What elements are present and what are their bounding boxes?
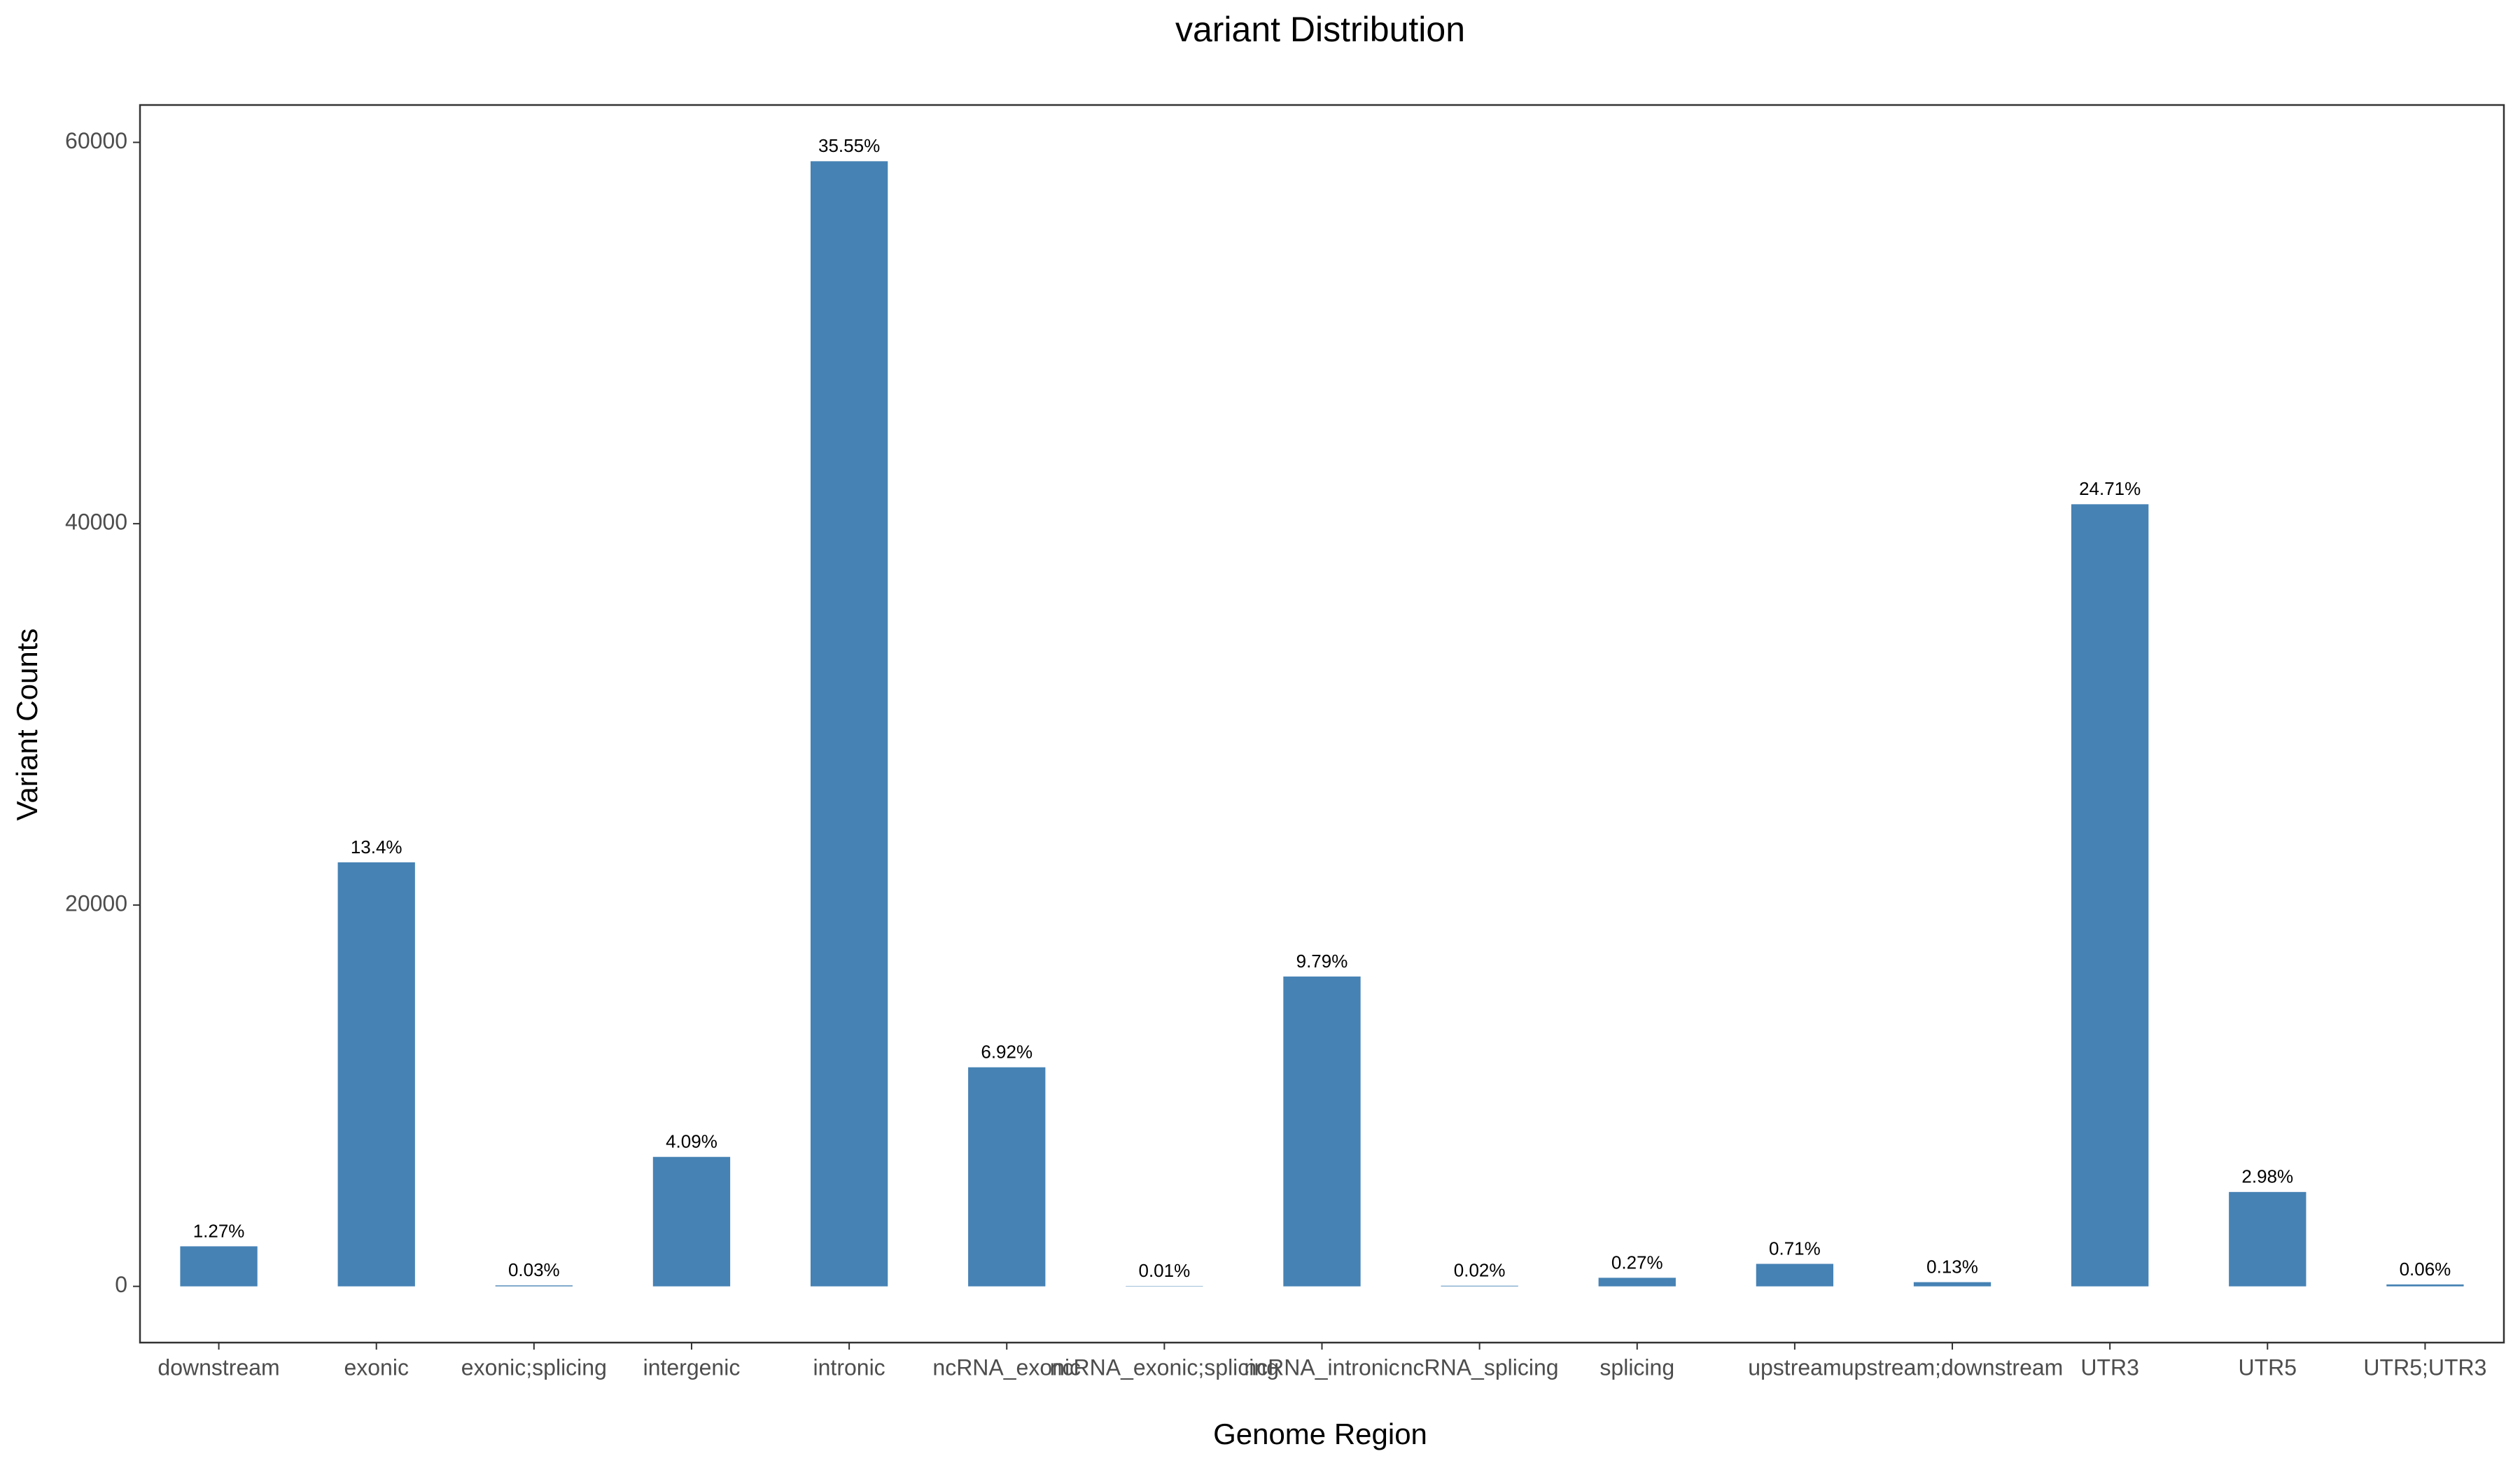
- bar: [1126, 1286, 1203, 1287]
- value-label: 0.02%: [1454, 1260, 1506, 1281]
- chart-title: variant Distribution: [1175, 10, 1465, 49]
- bar: [1913, 1282, 1991, 1287]
- value-label: 24.71%: [2079, 478, 2141, 499]
- x-tick-label: upstream;downstream: [1842, 1354, 2064, 1380]
- y-tick-label: 60000: [65, 128, 127, 153]
- x-axis-title: Genome Region: [1213, 1418, 1427, 1450]
- x-tick-label: downstream: [158, 1354, 279, 1380]
- bar: [337, 862, 415, 1287]
- plot-border: [139, 104, 2505, 1344]
- value-label: 35.55%: [818, 135, 880, 156]
- x-tick-label: ncRNA_exonic: [932, 1354, 1081, 1380]
- value-label: 0.27%: [1611, 1252, 1663, 1273]
- value-label: 0.13%: [1926, 1256, 1978, 1278]
- x-tick-label: UTR3: [2080, 1354, 2139, 1380]
- y-tick-label: 40000: [65, 510, 127, 535]
- x-tick-label: ncRNA_intronic: [1244, 1354, 1399, 1380]
- value-label: 2.98%: [2241, 1166, 2293, 1187]
- y-tick-label: 20000: [65, 890, 127, 916]
- bar: [495, 1285, 573, 1287]
- value-label: 0.06%: [2400, 1259, 2451, 1280]
- x-tick-label: intergenic: [643, 1354, 741, 1380]
- value-label: 1.27%: [193, 1220, 245, 1241]
- value-label: 13.4%: [351, 836, 402, 858]
- x-tick-label: exonic: [344, 1354, 409, 1380]
- x-tick-label: UTR5: [2239, 1354, 2297, 1380]
- bar: [810, 161, 888, 1287]
- bar: [652, 1156, 731, 1287]
- x-tick-label: exonic;splicing: [461, 1354, 607, 1380]
- value-label: 6.92%: [981, 1042, 1032, 1063]
- x-tick-label: intronic: [813, 1354, 886, 1380]
- value-label: 0.03%: [508, 1259, 560, 1280]
- bar: [1283, 976, 1361, 1287]
- bar: [2071, 504, 2149, 1287]
- x-tick-label: upstream: [1748, 1354, 1841, 1380]
- value-label: 9.79%: [1296, 951, 1348, 972]
- y-tick-label: 0: [115, 1272, 127, 1297]
- value-label: 4.09%: [666, 1131, 718, 1152]
- bar: [2386, 1284, 2464, 1287]
- bar: [1441, 1285, 1518, 1287]
- x-tick-label: splicing: [1600, 1354, 1674, 1380]
- value-label: 0.01%: [1138, 1260, 1190, 1281]
- bar: [180, 1246, 258, 1287]
- bar: [968, 1067, 1046, 1287]
- x-tick-label: UTR5;UTR3: [2363, 1354, 2486, 1380]
- x-tick-label: ncRNA_splicing: [1401, 1354, 1559, 1380]
- bar: [2229, 1191, 2306, 1287]
- value-label: 0.71%: [1769, 1238, 1821, 1259]
- y-axis-title: Variant Counts: [10, 629, 43, 821]
- bar: [1756, 1264, 1834, 1287]
- x-tick-label: ncRNA_exonic;splicing: [1050, 1354, 1279, 1380]
- bar: [1598, 1278, 1676, 1287]
